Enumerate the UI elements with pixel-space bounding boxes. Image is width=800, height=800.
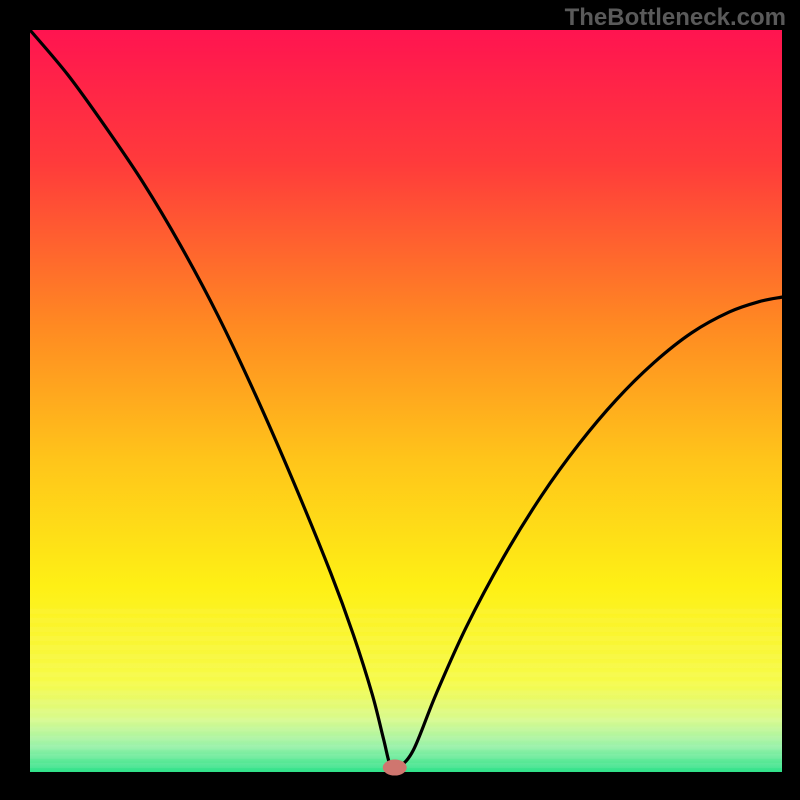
chart-container: TheBottleneck.com bbox=[0, 0, 800, 800]
bottleneck-chart bbox=[0, 0, 800, 800]
chart-background bbox=[30, 30, 782, 772]
optimal-point-marker bbox=[383, 760, 407, 776]
